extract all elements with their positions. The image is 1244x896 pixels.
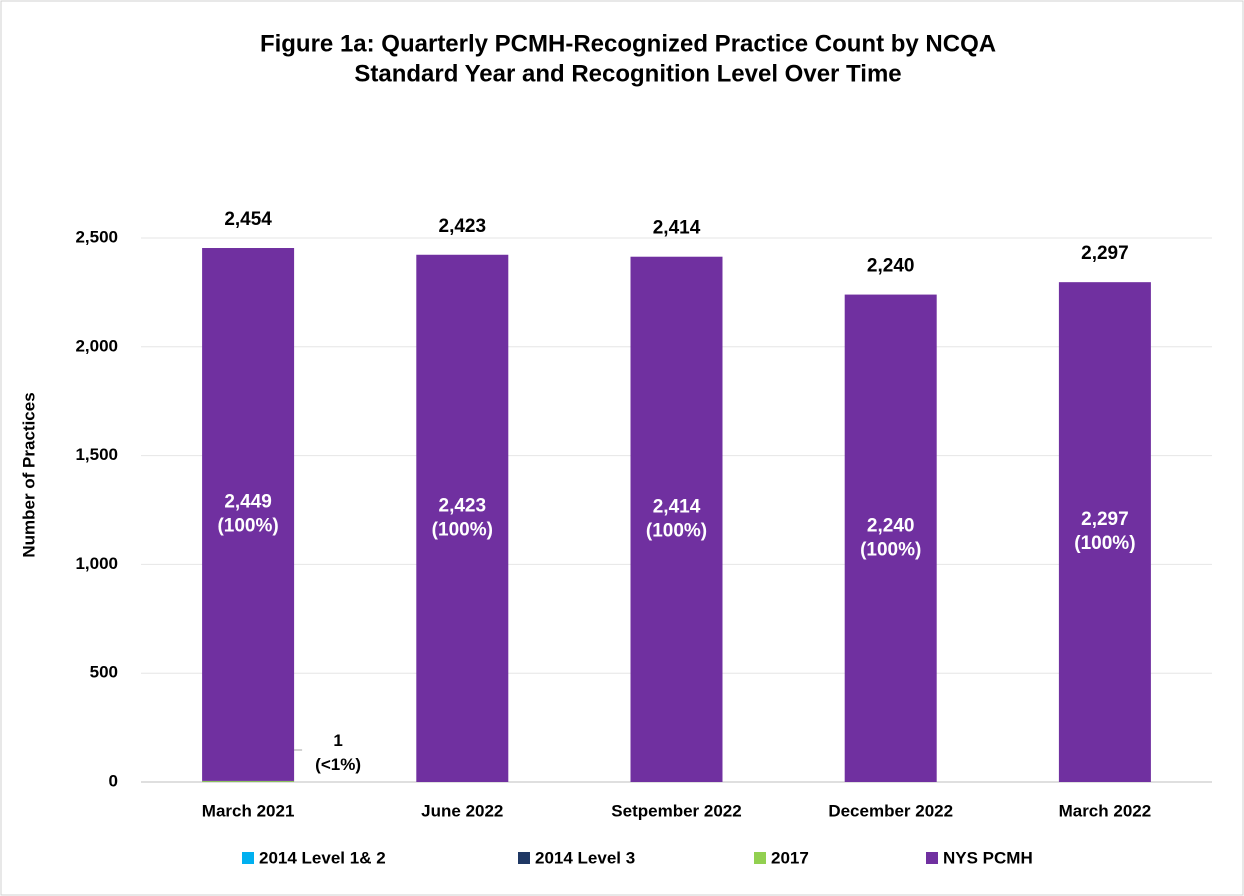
x-tick-label: December 2022 <box>828 801 953 820</box>
data-label-line: (100%) <box>432 519 493 540</box>
legend-swatch <box>926 852 938 864</box>
y-tick-label: 2,500 <box>75 227 118 246</box>
data-label: 1 (<1%) <box>315 731 361 774</box>
data-label-line: 2,449 <box>224 491 272 512</box>
data-label-line: 2,423 <box>439 495 487 516</box>
data-label: 2,414 (100%) <box>646 496 707 541</box>
legend-swatch <box>754 852 766 864</box>
data-label-line: 2,297 <box>1081 509 1129 530</box>
legend-swatch <box>518 852 530 864</box>
legend-swatch <box>242 852 254 864</box>
total-label: 2,240 <box>867 256 915 277</box>
bar-segment <box>1058 282 1151 782</box>
bar-segment <box>202 248 295 781</box>
bar-segment <box>202 780 295 782</box>
y-tick-label: 1,500 <box>75 445 118 464</box>
total-label: 2,297 <box>1081 243 1129 264</box>
total-label: 2,423 <box>439 216 487 237</box>
bar-segment <box>844 294 937 782</box>
legend-label: 2014 Level 3 <box>535 848 635 867</box>
y-tick-label: 1,000 <box>75 554 118 573</box>
chart-title: Standard Year and Recognition Level Over… <box>354 60 901 87</box>
x-tick-label: March 2021 <box>202 801 295 820</box>
y-tick-label: 500 <box>90 663 118 682</box>
data-label: 2,423 (100%) <box>432 495 493 540</box>
data-label-line: (100%) <box>1074 533 1135 554</box>
data-label-line: (<1%) <box>315 755 361 774</box>
bar-segment <box>630 256 723 782</box>
y-axis-label: Number of Practices <box>19 392 38 557</box>
legend-label: NYS PCMH <box>943 848 1033 867</box>
x-tick-label: March 2022 <box>1059 801 1152 820</box>
data-label: 2,449 (100%) <box>217 491 278 536</box>
data-label: 2,297 (100%) <box>1074 509 1135 554</box>
legend-label: 2014 Level 1& 2 <box>259 848 386 867</box>
bar-segment <box>416 254 509 783</box>
data-label-line: (100%) <box>646 520 707 541</box>
x-tick-label: June 2022 <box>421 801 503 820</box>
data-label-line: 2,414 <box>653 496 701 517</box>
data-label-line: 2,240 <box>867 515 915 536</box>
total-label: 2,454 <box>224 209 272 230</box>
y-tick-label: 2,000 <box>75 336 118 355</box>
y-tick-label: 0 <box>109 771 118 790</box>
x-tick-label: Setpember 2022 <box>611 801 741 820</box>
chart-title: Figure 1a: Quarterly PCMH-Recognized Pra… <box>260 30 996 57</box>
data-label: 2,240 (100%) <box>860 515 921 560</box>
total-label: 2,414 <box>653 218 701 239</box>
data-label-line: (100%) <box>860 539 921 560</box>
data-label-line: (100%) <box>217 515 278 536</box>
data-label-line: 1 <box>333 731 342 750</box>
legend-label: 2017 <box>771 848 809 867</box>
